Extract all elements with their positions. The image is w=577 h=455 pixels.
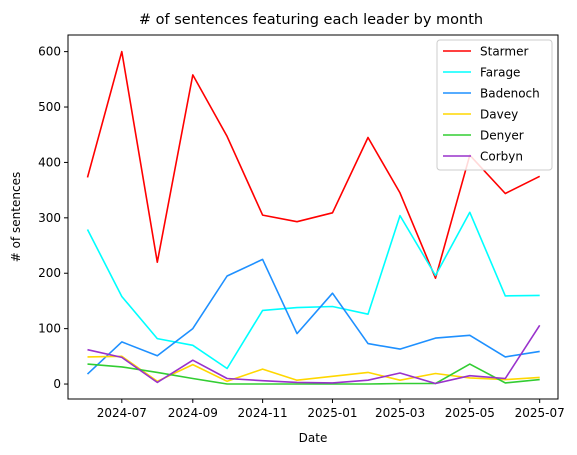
y-axis: 0 100 200 300 400 500 600 (38, 45, 68, 391)
x-tick-label: 2025-01 (307, 406, 357, 420)
legend-label: Starmer (480, 45, 528, 59)
legend-label: Badenoch (480, 87, 540, 101)
x-tick-label: 2024-07 (97, 406, 147, 420)
x-tick-label: 2025-05 (445, 406, 495, 420)
y-tick-label: 600 (38, 45, 61, 59)
x-axis-label: Date (299, 431, 328, 445)
y-tick-label: 100 (38, 322, 61, 336)
series-line-badenoch (86, 258, 540, 375)
series-lines (86, 50, 541, 385)
chart-title: # of sentences featuring each leader by … (139, 12, 483, 28)
x-tick-label: 2024-11 (238, 406, 288, 420)
series-line-denyer (87, 363, 540, 385)
y-tick-label: 300 (38, 211, 61, 225)
y-tick-label: 400 (38, 155, 61, 169)
series-line-farage (86, 211, 540, 370)
legend-label: Corbyn (480, 150, 523, 164)
series-line-corbyn (87, 324, 541, 385)
x-tick-label: 2025-03 (375, 406, 425, 420)
y-tick-label: 200 (38, 266, 61, 280)
series-line-starmer (86, 50, 541, 280)
legend: Starmer Farage Badenoch Davey Denyer Corbyn (436, 39, 553, 171)
legend-label: Denyer (480, 129, 524, 143)
legend-label: Farage (480, 66, 520, 80)
x-tick-label: 2024-09 (168, 406, 218, 420)
y-tick-label: 0 (53, 377, 61, 391)
legend-label: Davey (480, 108, 518, 122)
y-tick-label: 500 (38, 100, 61, 114)
y-axis-label: # of sentences (9, 172, 23, 262)
x-tick-label: 2025-07 (515, 406, 565, 420)
x-axis: 2024-07 2024-09 2024-11 2025-01 2025-03 2025-… (97, 399, 565, 420)
